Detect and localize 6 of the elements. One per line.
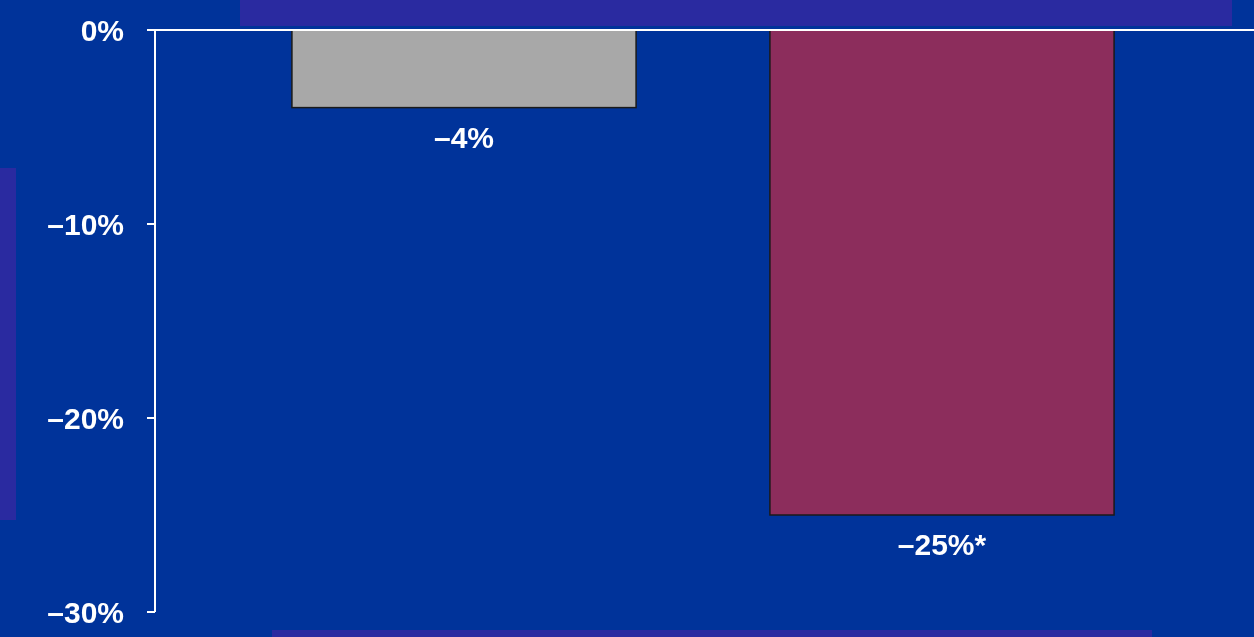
y-tick-label: 0% — [80, 14, 124, 47]
y-tick-label: –20% — [47, 402, 124, 435]
y-tick-label: –10% — [47, 208, 124, 241]
data-label: –4% — [433, 120, 495, 154]
data-label: –25%* — [897, 528, 987, 561]
y-tick-label: –30% — [47, 596, 124, 629]
